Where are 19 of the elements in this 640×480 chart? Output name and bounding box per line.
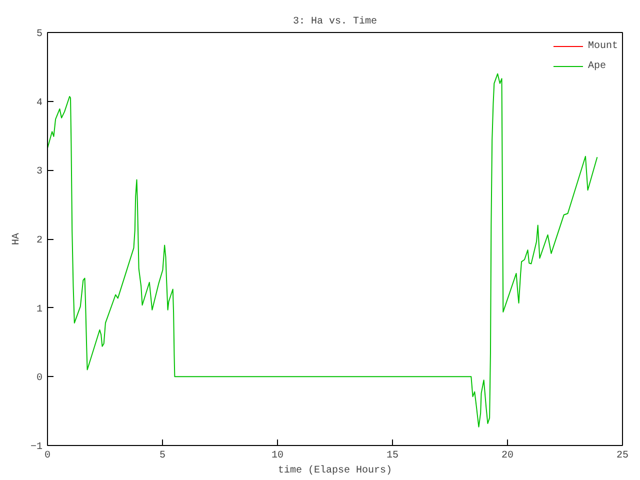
x-axis-title: time (Elapse Hours) [278, 464, 392, 476]
chart-title: 3: Ha vs. Time [292, 16, 378, 28]
y-tick-label: 5 [36, 29, 43, 40]
y-tick-label: 0 [36, 373, 43, 384]
x-tick-label: 5 [160, 450, 166, 462]
y-tick-label: 3 [36, 166, 43, 178]
legend-label: Mount [588, 40, 618, 52]
x-tick-label: 15 [386, 450, 399, 462]
y-tick-label: −1 [30, 442, 43, 453]
x-tick-label: 0 [44, 450, 51, 462]
legend-label: Ape [588, 60, 607, 72]
x-tick-label: 10 [272, 450, 284, 462]
y-axis-title: HA [12, 232, 22, 245]
x-tick-label: 25 [616, 450, 629, 462]
line-series [48, 73, 598, 428]
y-tick-label: 2 [36, 236, 43, 246]
y-tick-label: 1 [36, 304, 43, 316]
x-tick-label: 20 [502, 450, 514, 462]
y-tick-label: 4 [36, 98, 43, 109]
